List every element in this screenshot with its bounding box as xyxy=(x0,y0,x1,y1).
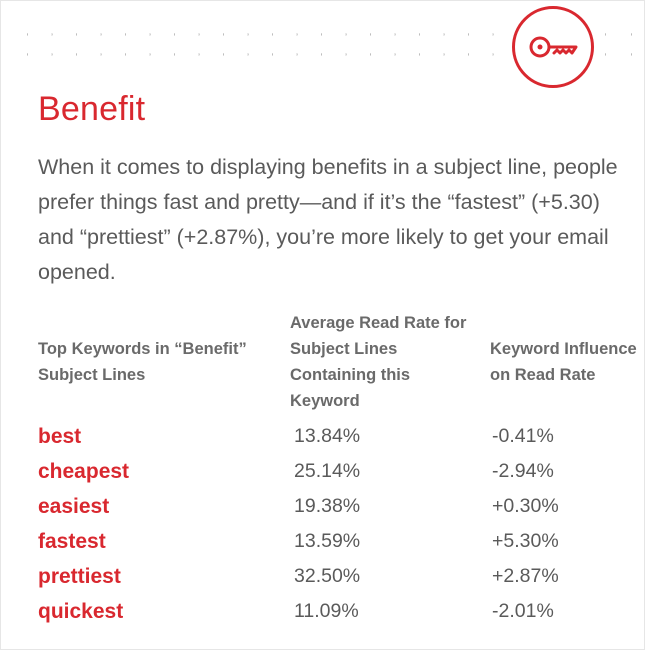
tick-mark: ’ xyxy=(124,32,127,42)
tick-mark: ’ xyxy=(418,32,421,42)
tick-mark: ’ xyxy=(198,32,200,42)
tick-mark: ’ xyxy=(149,32,151,42)
table-row: quickest 11.09% -2.01% xyxy=(0,600,645,634)
keyword-cell: fastest xyxy=(38,530,106,553)
tick-mark: ’ xyxy=(296,52,298,62)
influence-cell: -2.94% xyxy=(492,460,554,482)
read-rate-cell: 32.50% xyxy=(294,565,361,587)
tick-mark: ’ xyxy=(100,32,102,42)
tick-mark: ’ xyxy=(630,32,633,42)
tick-mark: ’ xyxy=(394,52,396,62)
tick-mark: ’ xyxy=(345,32,347,42)
column-header-influence: Keyword Influence on Read Rate xyxy=(490,340,637,384)
column-header-keywords: Top Keywords in “Benefit” Subject Lines xyxy=(38,340,247,384)
key-icon xyxy=(529,36,578,58)
tick-mark: ’ xyxy=(467,52,470,62)
tick-mark: ’ xyxy=(222,32,225,42)
tick-mark: ’ xyxy=(630,52,633,62)
keyword-cell: best xyxy=(38,425,82,448)
key-badge xyxy=(512,6,594,88)
tick-mark: ’ xyxy=(26,32,29,42)
table-row: prettiest 32.50% +2.87% xyxy=(0,565,645,599)
read-rate-cell: 25.14% xyxy=(294,460,361,482)
table-row: easiest 19.38% +0.30% xyxy=(0,495,645,529)
keyword-cell: quickest xyxy=(38,600,124,623)
tick-mark: ’ xyxy=(604,52,607,62)
tick-mark: ’ xyxy=(418,52,421,62)
column-header-read-rate: Average Read Rate for Subject Lines Cont… xyxy=(290,314,467,410)
tick-mark: ’ xyxy=(271,32,274,42)
tick-mark: ’ xyxy=(492,32,494,42)
tick-mark: ’ xyxy=(51,52,53,62)
tick-mark: ’ xyxy=(51,32,53,42)
read-rate-cell: 13.59% xyxy=(294,530,361,552)
read-rate-cell: 19.38% xyxy=(294,495,361,517)
keyword-cell: cheapest xyxy=(38,460,130,483)
tick-mark: ’ xyxy=(247,32,249,42)
tick-mark: ’ xyxy=(222,52,225,62)
table-row: fastest 13.59% +5.30% xyxy=(0,530,645,564)
tick-mark: ’ xyxy=(394,32,396,42)
tick-mark: ’ xyxy=(443,52,445,62)
keyword-cell: prettiest xyxy=(38,565,121,588)
tick-mark: ’ xyxy=(443,32,445,42)
influence-cell: +5.30% xyxy=(492,530,559,552)
decorative-tick-pattern-right: ’ ’ ’ ’ xyxy=(602,32,638,74)
influence-cell: -0.41% xyxy=(492,425,554,447)
influence-cell: +2.87% xyxy=(492,565,559,587)
read-rate-cell: 11.09% xyxy=(294,600,359,622)
tick-mark: ’ xyxy=(320,32,323,42)
tick-mark: ’ xyxy=(369,52,372,62)
tick-mark: ’ xyxy=(149,52,151,62)
keyword-cell: easiest xyxy=(38,495,110,518)
tick-mark: ’ xyxy=(467,32,470,42)
tick-mark: ’ xyxy=(604,32,607,42)
tick-mark: ’ xyxy=(75,52,78,62)
influence-cell: -2.01% xyxy=(492,600,554,622)
page-title: Benefit xyxy=(38,90,146,128)
tick-mark: ’ xyxy=(369,32,372,42)
tick-mark: ’ xyxy=(296,32,298,42)
table-row: cheapest 25.14% -2.94% xyxy=(0,460,645,494)
influence-cell: +0.30% xyxy=(492,495,559,517)
tick-mark: ’ xyxy=(345,52,347,62)
tick-mark: ’ xyxy=(198,52,200,62)
decorative-tick-pattern: ’ ’ ’ ’ ’ ’ ’ ’ ’ ’ ’ ’ ’ ’ ’ ’ ’ ’ ’ ’ ’ ’ ’ ’ ’ ’ ’ ’ ’ ’ ’ ’ ’ ’ ’ ’ ’ ’ ’ ’ xyxy=(24,32,500,74)
intro-paragraph: When it comes to displaying benefits in … xyxy=(38,155,618,284)
tick-mark: ’ xyxy=(124,52,127,62)
tick-mark: ’ xyxy=(173,32,176,42)
read-rate-cell: 13.84% xyxy=(294,425,361,447)
tick-mark: ’ xyxy=(271,52,274,62)
table-row: best 13.84% -0.41% xyxy=(0,425,645,459)
tick-mark: ’ xyxy=(492,52,494,62)
tick-mark: ’ xyxy=(100,52,102,62)
tick-mark: ’ xyxy=(320,52,323,62)
tick-mark: ’ xyxy=(173,52,176,62)
tick-mark: ’ xyxy=(75,32,78,42)
tick-mark: ’ xyxy=(247,52,249,62)
tick-mark: ’ xyxy=(26,52,29,62)
